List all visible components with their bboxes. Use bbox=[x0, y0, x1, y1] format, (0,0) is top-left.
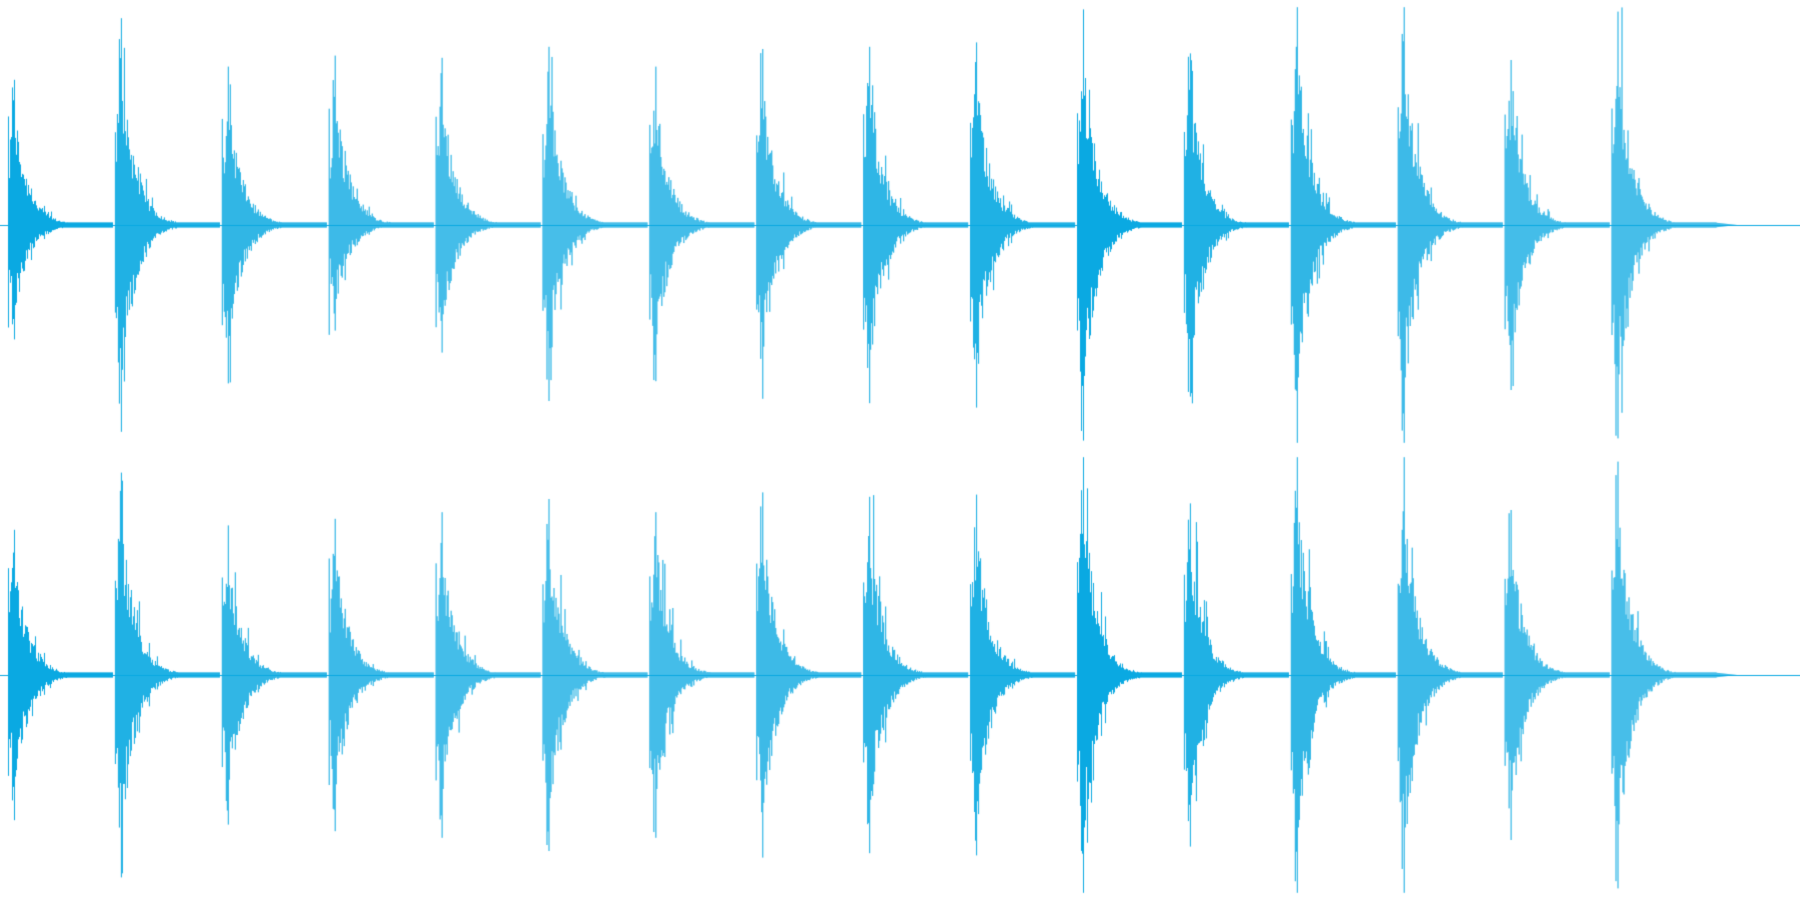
waveform-canvas bbox=[0, 0, 1800, 900]
